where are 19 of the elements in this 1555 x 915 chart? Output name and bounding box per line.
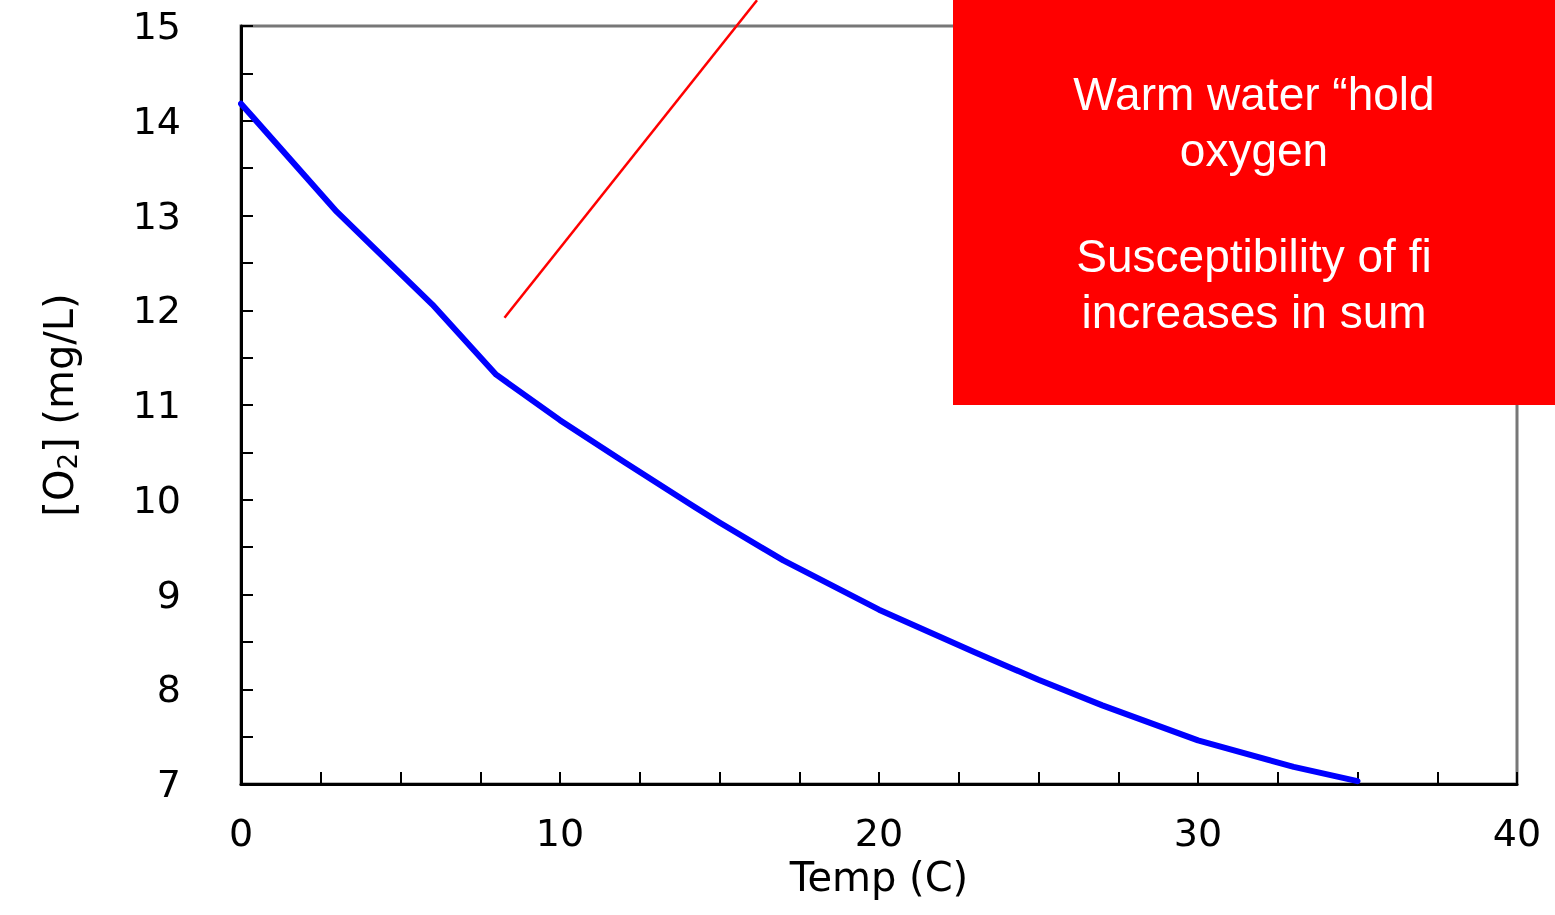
x-axis-title: Temp (C) <box>788 853 969 900</box>
annotation: Warm water “hold oxygen <box>1072 66 1436 178</box>
y-tick-label: 7 <box>156 762 181 806</box>
x-tick-label: 10 <box>535 811 585 855</box>
annotation: Susceptibility of fi increases in sum <box>1075 228 1433 340</box>
y-tick-label: 9 <box>156 572 181 617</box>
x-tick-label: 40 <box>1492 811 1542 855</box>
y-tick-label: 10 <box>132 477 181 522</box>
y-tick-label: 12 <box>132 288 181 333</box>
y-tick-label: 11 <box>132 383 181 427</box>
x-tick-label: 0 <box>228 811 254 855</box>
y-tick-label: 13 <box>132 193 181 238</box>
y-axis-title: [O2] (mg/L) <box>36 293 83 517</box>
callout-box: Warm water “hold oxygen Susceptibility of fi increases in sum <box>953 0 1555 405</box>
y-tick-label: 15 <box>132 4 181 48</box>
x-tick-label: 20 <box>854 811 904 855</box>
y-tick-label: 14 <box>132 98 181 143</box>
x-tick-label: 30 <box>1173 811 1223 855</box>
y-tick-label: 8 <box>156 667 181 712</box>
